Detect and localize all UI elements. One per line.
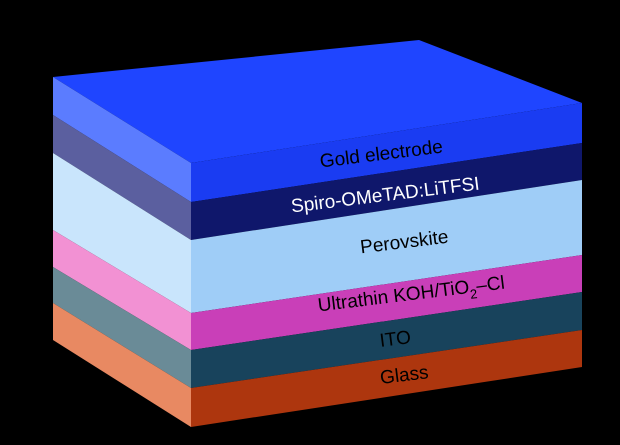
front-face-spiro (191, 143, 582, 240)
front-face-ito (191, 292, 582, 388)
label-koh-suffix: –Cl (475, 273, 506, 297)
top-face-gold (53, 40, 582, 163)
front-face-gold (191, 103, 582, 202)
side-face-ito (53, 267, 191, 388)
front-face-glass (191, 330, 582, 427)
label-ito: ITO (379, 327, 413, 352)
side-face-glass (53, 303, 191, 427)
label-koh-sub: 2 (469, 286, 478, 302)
side-face-spiro (53, 115, 191, 240)
front-face-perovskite (191, 180, 582, 313)
side-face-gold (53, 77, 191, 202)
side-face-perovskite (53, 153, 191, 313)
front-face-koh (191, 255, 582, 350)
side-face-koh (53, 230, 191, 350)
